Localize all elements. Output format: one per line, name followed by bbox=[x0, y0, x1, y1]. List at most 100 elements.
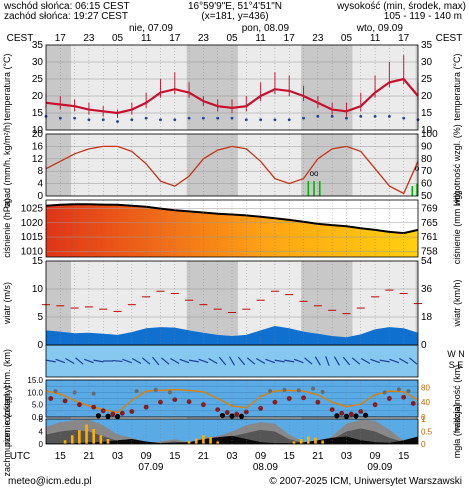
bottom-hour-label: 21 bbox=[312, 451, 324, 462]
wind-direction-arrow bbox=[284, 359, 295, 363]
cloud-top-point bbox=[91, 391, 96, 396]
night-band-0-1 bbox=[186, 45, 238, 130]
wind-axis-label-right: wiatr (km/h) bbox=[452, 279, 462, 327]
visibility-line bbox=[45, 388, 419, 414]
wind-direction-arrow bbox=[198, 358, 209, 364]
top-hour-label: 11 bbox=[255, 33, 266, 44]
cloud-top-point bbox=[153, 387, 158, 392]
temp-tick-right: 20 bbox=[421, 91, 433, 102]
wind-direction-arrow bbox=[351, 357, 361, 365]
fog-bar bbox=[187, 441, 191, 444]
cloud-base-point bbox=[410, 401, 416, 406]
dewpoint-point bbox=[244, 118, 248, 122]
pressure-tick-left: 1015 bbox=[21, 232, 44, 243]
bottom-hour-label: 21 bbox=[83, 451, 95, 462]
coords-text: 16°59'9"E, 51°4'51"N bbox=[188, 1, 282, 12]
wind-direction-arrow bbox=[188, 359, 199, 363]
wind-direction-arrow bbox=[293, 358, 304, 364]
fog-bar bbox=[78, 430, 81, 444]
pressure-tick-left: 1010 bbox=[21, 246, 44, 257]
fog-bar bbox=[106, 439, 110, 444]
wind-direction-arrow bbox=[370, 358, 380, 364]
top-day-label: pon, 08.09 bbox=[242, 23, 290, 34]
humidity-tick-right: 60 bbox=[421, 179, 433, 190]
wind-direction-arrow bbox=[122, 358, 132, 364]
dewpoint-point bbox=[345, 116, 348, 120]
cloud-base-point bbox=[110, 411, 116, 417]
cloud-top-point bbox=[282, 387, 287, 392]
night-band-2-2 bbox=[301, 261, 353, 345]
low-cloud-point bbox=[334, 413, 340, 419]
panel-border bbox=[45, 418, 419, 445]
dewpoint-point bbox=[316, 115, 320, 118]
visibility-tick-right: 0 bbox=[421, 413, 426, 422]
temp-tick-left: 35 bbox=[32, 40, 44, 51]
cloud-base-point bbox=[401, 394, 407, 400]
wind-direction-arrow bbox=[274, 359, 285, 363]
humidity-tick-right: 90 bbox=[421, 141, 433, 152]
panel-border bbox=[45, 344, 419, 378]
fog-bar bbox=[216, 441, 219, 444]
wind-tick-right: 18 bbox=[421, 312, 433, 323]
pressure-tick-right: 758 bbox=[421, 246, 438, 257]
visibility-axis-label-right: widzialność (km) bbox=[452, 365, 462, 433]
cloud-base-point bbox=[158, 399, 163, 405]
cloudext-tick-left: 5.0 bbox=[32, 401, 44, 410]
low-cloud-point bbox=[95, 413, 102, 419]
cloudext-tick-left: 0.0 bbox=[32, 413, 44, 422]
low-cloud-point bbox=[105, 413, 111, 419]
precip-bar bbox=[307, 181, 310, 196]
grid-text: (x=181, y=436) bbox=[201, 11, 268, 22]
top-hour-label: 23 bbox=[198, 33, 210, 44]
temp-tick-left: 20 bbox=[32, 91, 44, 102]
wind-tick-right: 0 bbox=[421, 340, 427, 351]
cloudext-axis-label-left: pion. rozciągł. chm. (km) bbox=[2, 349, 12, 447]
precip-mark: oo bbox=[310, 169, 319, 178]
low-cloud-point bbox=[238, 413, 245, 419]
dewpoint-point bbox=[201, 116, 205, 120]
low-cloud-point bbox=[362, 412, 369, 418]
dewpoint-point bbox=[216, 116, 220, 120]
fog-bar bbox=[307, 436, 310, 444]
precip-bar bbox=[318, 181, 321, 196]
fog-bar bbox=[202, 435, 205, 444]
footer-email[interactable]: meteo@icm.edu.pl bbox=[8, 476, 92, 487]
temp-tick-left: 15 bbox=[32, 108, 44, 119]
temp-tick-left: 30 bbox=[32, 57, 44, 68]
humidity-tick-right: 100 bbox=[421, 129, 438, 140]
temp-tick-left: 10 bbox=[32, 125, 44, 136]
wind-direction-arrow bbox=[75, 357, 84, 365]
top-day-label: wto, 09.09 bbox=[356, 23, 404, 34]
bottom-hour-label: 03 bbox=[341, 451, 353, 462]
cloud-base-point bbox=[76, 402, 82, 408]
wind-direction-arrow bbox=[208, 357, 218, 365]
cloud-tick-left: 8 bbox=[39, 415, 44, 424]
top-hour-label: 17 bbox=[55, 33, 67, 44]
panel-border bbox=[45, 379, 419, 418]
fog-bar bbox=[85, 424, 88, 444]
cloud-base-point bbox=[348, 411, 354, 417]
cloud-base-point bbox=[358, 409, 364, 414]
night-band-0-2 bbox=[301, 45, 353, 130]
cloud-base-point bbox=[329, 407, 335, 412]
cloud-tick-left: 0 bbox=[39, 440, 44, 449]
top-hour-label: 05 bbox=[341, 33, 353, 44]
top-hour-label: 05 bbox=[112, 33, 124, 44]
cloud-base-point bbox=[315, 399, 321, 405]
wind-tick-right: 54 bbox=[421, 256, 433, 267]
wind-direction-arrow bbox=[389, 358, 400, 364]
cloud-base-point bbox=[62, 398, 68, 404]
fog-bar bbox=[299, 439, 303, 444]
precip-axis-label-left: opad (mm/h, kg/m²/h) bbox=[2, 122, 12, 208]
cloud-base-point bbox=[272, 399, 278, 405]
cloud-top-point bbox=[53, 389, 58, 394]
top-hour-label: 11 bbox=[370, 33, 381, 44]
dewpoint-point bbox=[259, 118, 263, 122]
cloud-tick-left: 4 bbox=[39, 428, 44, 437]
cloud-top-point bbox=[382, 390, 387, 395]
precip-tick-left: 4 bbox=[37, 179, 43, 190]
bottom-hour-label: 09 bbox=[255, 451, 267, 462]
pressure-axis-label-right: ciśnienie (mm Hg) bbox=[452, 192, 462, 265]
fog-bar bbox=[209, 437, 212, 444]
